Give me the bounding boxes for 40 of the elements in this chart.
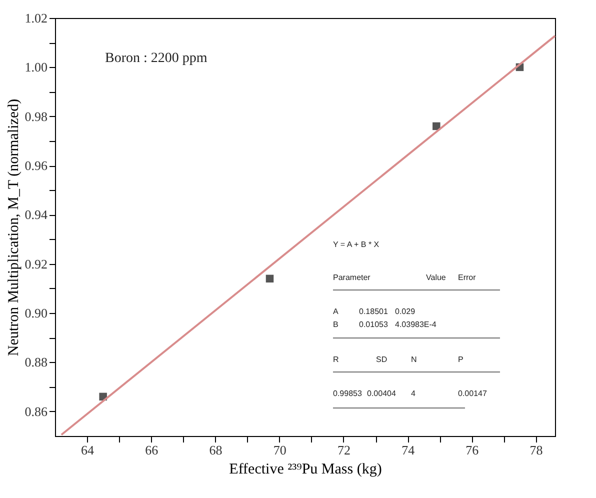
annotation: Value (426, 273, 446, 282)
annotation: 0.99853 (333, 389, 362, 398)
annotation: Boron : 2200 ppm (105, 51, 208, 66)
annotation: A (333, 307, 339, 316)
x-tick-label: 64 (81, 442, 95, 458)
x-tick-label: 78 (530, 442, 543, 458)
annotation: 4.03983E-4 (395, 320, 437, 329)
x-tick-label: 68 (209, 442, 222, 458)
annotation: B (333, 320, 338, 329)
annotation: N (411, 355, 417, 364)
y-tick-label: 1.02 (24, 10, 48, 26)
y-tick-label: 0.86 (24, 404, 48, 419)
annotation: Parameter (333, 273, 371, 282)
y-axis-title: Neutron Multiplication, M_T (normalized) (6, 98, 22, 356)
y-tick-label: 0.90 (24, 306, 48, 321)
annotation: 0.01053 (359, 320, 388, 329)
y-tick-label: 0.88 (24, 354, 48, 370)
x-tick-label: 72 (337, 442, 350, 458)
annotation: R (333, 355, 339, 364)
y-tick-label: 0.96 (24, 158, 48, 174)
annotation: Y = A + B * X (333, 240, 380, 249)
x-axis-title: Effective ²³⁹Pu Mass (kg) (229, 462, 382, 478)
annotation: 0.18501 (359, 307, 388, 316)
annotation: P (458, 355, 464, 364)
x-tick-label: 66 (145, 442, 159, 458)
x-tick-label: 76 (466, 442, 480, 458)
annotation: 4 (411, 389, 416, 398)
x-tick-label: 70 (273, 442, 286, 458)
annotation: 0.029 (395, 307, 416, 316)
point (432, 122, 440, 130)
annotation: 0.00404 (367, 389, 396, 398)
y-tick-label: 0.92 (24, 256, 48, 272)
y-tick-label: 1.00 (24, 60, 48, 75)
y-tick-label: 0.94 (24, 207, 48, 222)
point (266, 274, 274, 283)
annotation: SD (376, 355, 388, 364)
x-tick-label: 74 (402, 442, 416, 458)
annotation: 0.00147 (458, 389, 488, 398)
y-tick-label: 0.98 (24, 108, 48, 124)
annotation: Error (458, 273, 476, 282)
